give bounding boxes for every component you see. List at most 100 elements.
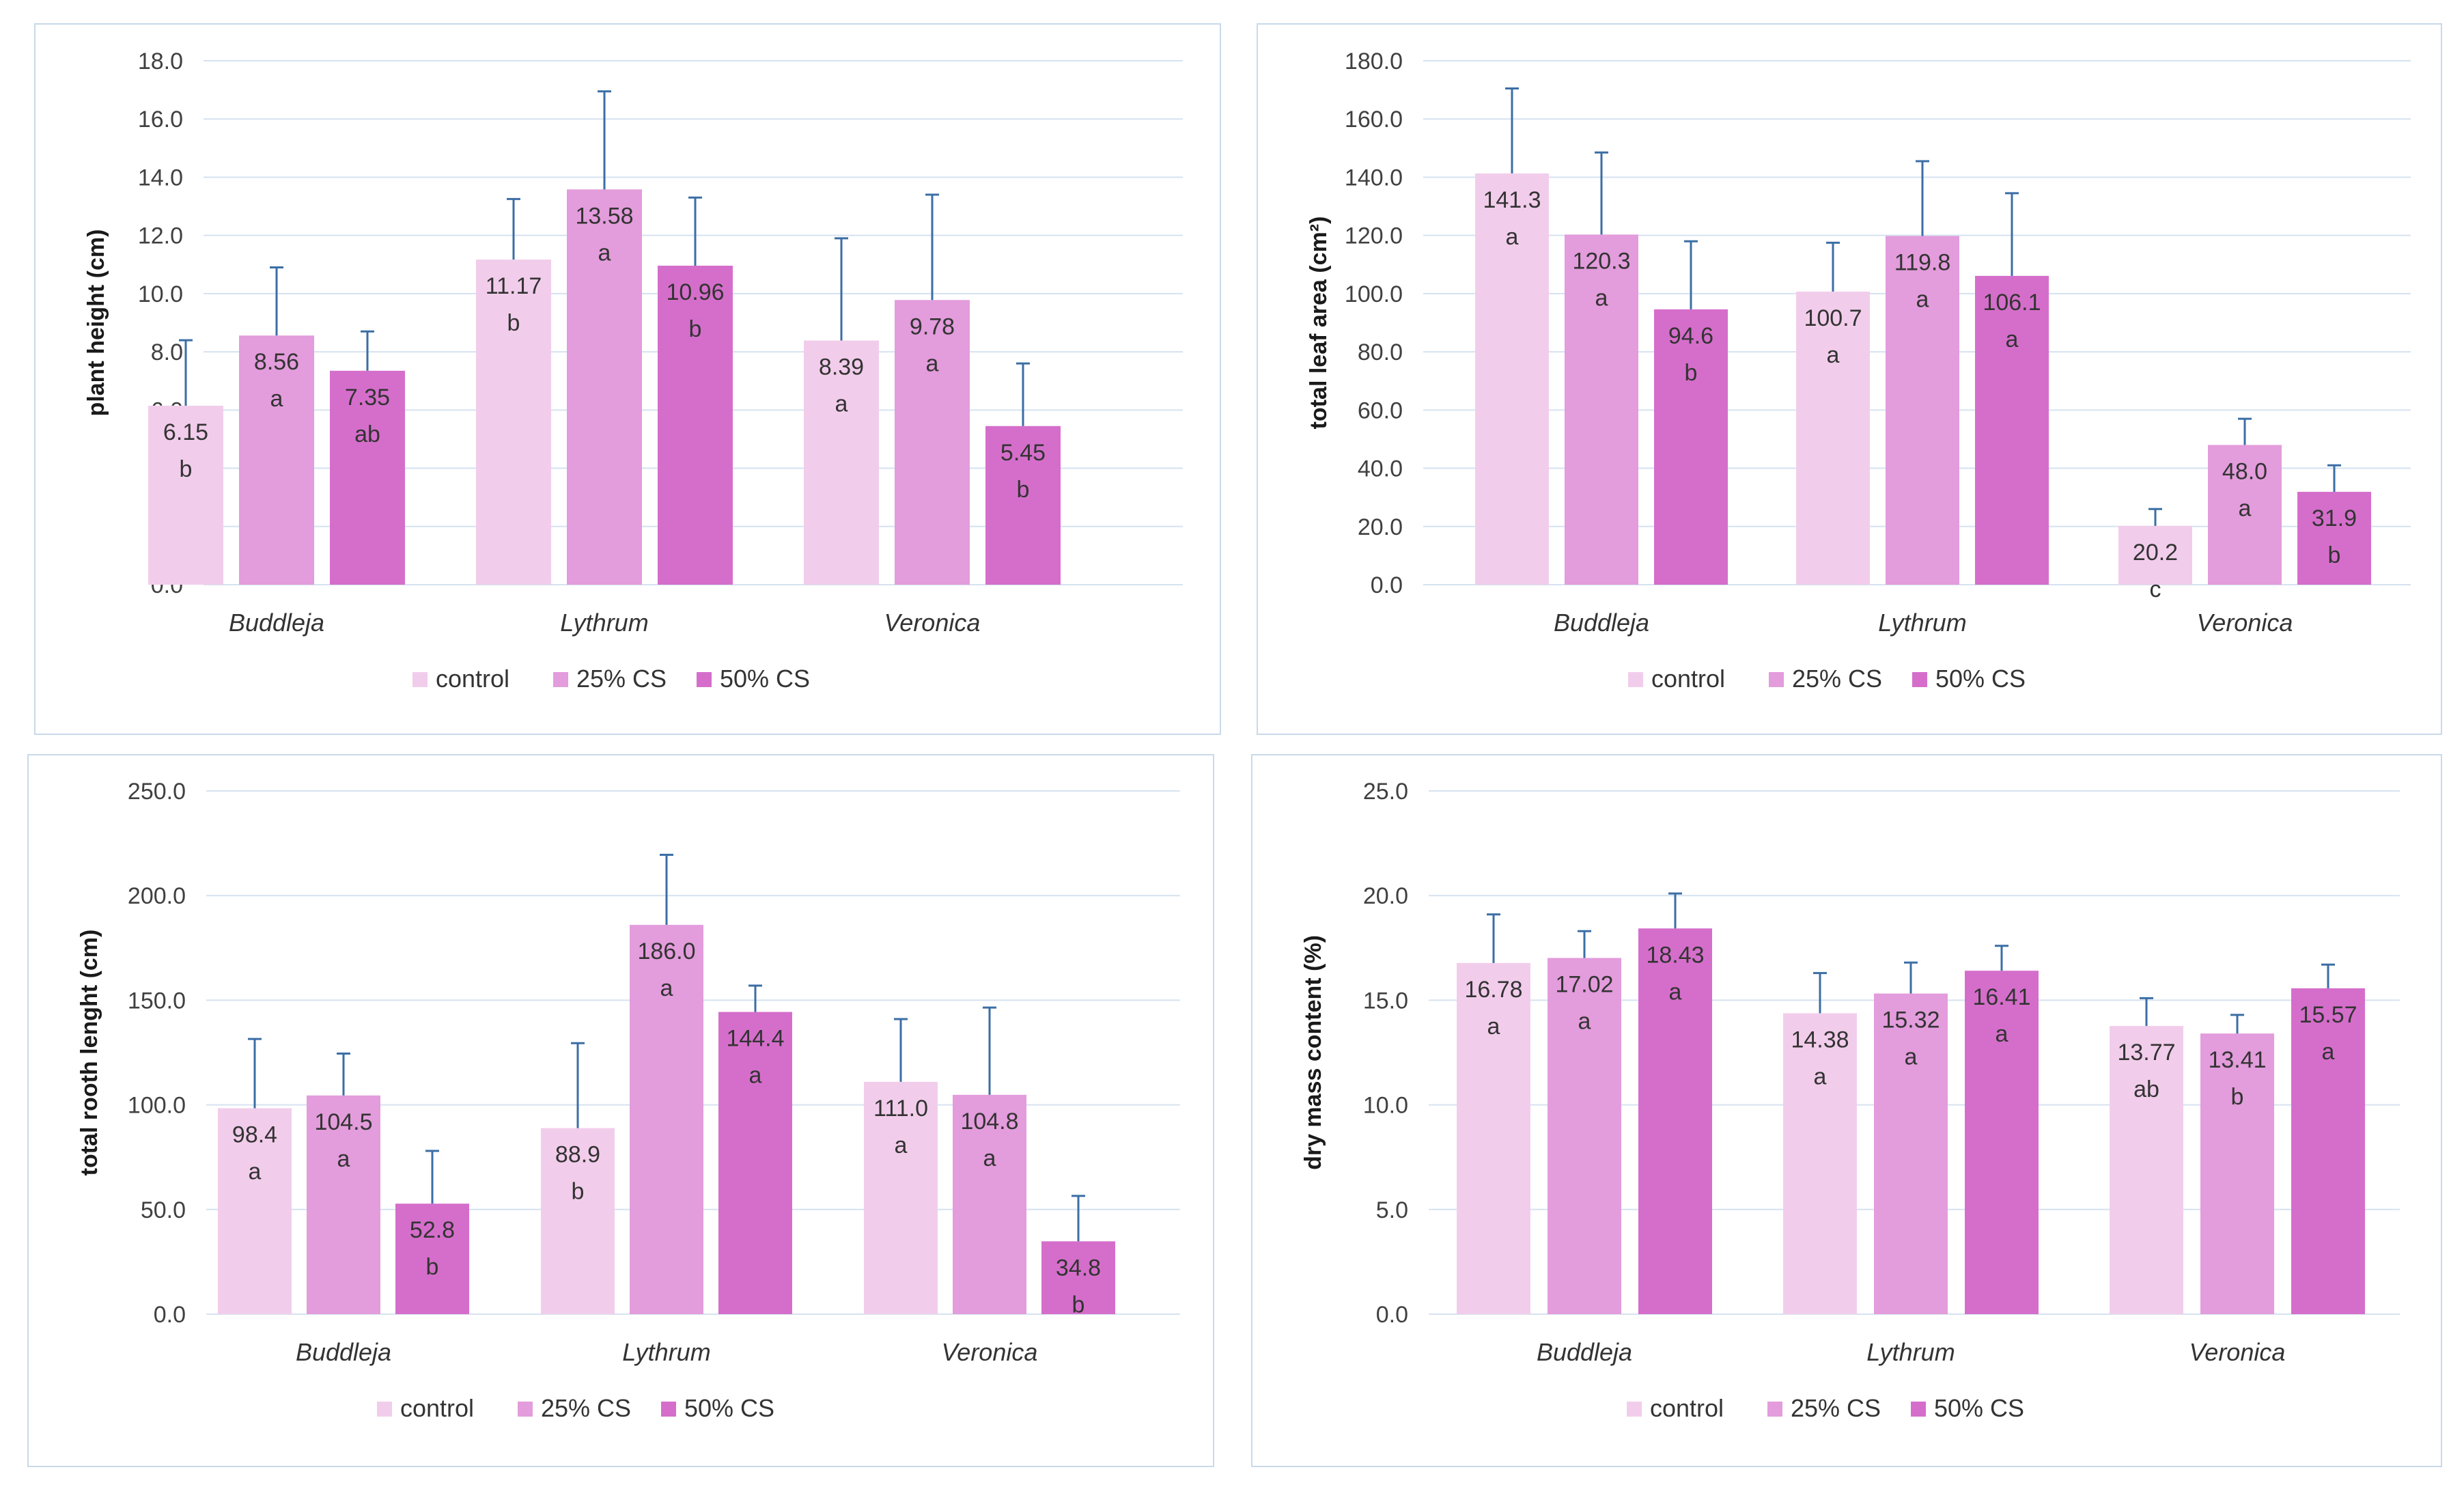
data-label: 120.3 — [1572, 248, 1630, 274]
y-tick-label: 40.0 — [1358, 456, 1403, 482]
y-tick-label: 20.0 — [1363, 883, 1408, 909]
bar — [1975, 275, 2049, 585]
significance-letter: b — [426, 1254, 439, 1280]
data-label: 16.41 — [1972, 984, 2030, 1010]
bar — [658, 265, 733, 585]
legend-swatch — [377, 1402, 392, 1417]
data-label: 111.0 — [873, 1096, 928, 1122]
y-tick-label: 16.0 — [138, 107, 183, 133]
legend-label: control — [436, 665, 509, 693]
legend-label: 25% CS — [1791, 1394, 1881, 1422]
legend-label: 25% CS — [1792, 665, 1882, 693]
legend-swatch — [697, 672, 712, 687]
data-label: 34.8 — [1056, 1255, 1101, 1281]
y-tick-label: 10.0 — [138, 281, 183, 307]
bar — [718, 1012, 792, 1314]
data-label: 6.15 — [163, 419, 208, 445]
y-tick-label: 180.0 — [1345, 48, 1403, 74]
legend-label: 50% CS — [720, 665, 810, 693]
legend-swatch — [412, 672, 428, 687]
bar — [541, 1128, 615, 1314]
y-tick-label: 25.0 — [1363, 779, 1408, 805]
data-label: 104.5 — [314, 1109, 372, 1135]
legend-label: control — [400, 1394, 474, 1422]
y-tick-label: 15.0 — [1363, 988, 1408, 1014]
significance-letter: a — [1905, 1044, 1918, 1070]
data-label: 11.17 — [486, 273, 542, 299]
significance-letter: b — [1072, 1292, 1085, 1318]
significance-letter: b — [2231, 1084, 2244, 1110]
legend-swatch — [661, 1402, 676, 1417]
data-label: 98.4 — [232, 1122, 277, 1148]
significance-letter: a — [337, 1146, 350, 1172]
y-tick-label: 5.0 — [1376, 1197, 1408, 1223]
bar — [2200, 1033, 2274, 1314]
y-tick-label: 250.0 — [128, 779, 186, 805]
significance-letter: b — [572, 1179, 585, 1205]
legend-swatch — [1767, 1402, 1782, 1417]
bar — [1638, 928, 1712, 1314]
data-label: 100.7 — [1804, 305, 1862, 331]
y-tick-label: 50.0 — [141, 1197, 186, 1223]
bar — [630, 925, 703, 1314]
bar — [804, 340, 879, 585]
legend-swatch — [1911, 1402, 1926, 1417]
data-label: 119.8 — [1894, 250, 1951, 276]
data-label: 144.4 — [726, 1026, 784, 1052]
data-label: 88.9 — [555, 1142, 600, 1168]
bar — [395, 1203, 469, 1314]
data-label: 106.1 — [1983, 290, 2041, 316]
data-label: 48.0 — [2222, 458, 2267, 484]
bar — [567, 189, 642, 585]
y-axis-title: total rooth lenght (cm) — [76, 930, 102, 1176]
bar — [1783, 1013, 1857, 1314]
data-label: 18.43 — [1646, 942, 1704, 968]
significance-letter: a — [749, 1063, 762, 1089]
x-category-label: Lythrum — [560, 609, 648, 637]
data-label: 9.78 — [910, 314, 955, 339]
y-tick-label: 100.0 — [1345, 281, 1403, 307]
legend-label: control — [1650, 1394, 1724, 1422]
legend-swatch — [553, 672, 568, 687]
bar — [1796, 291, 1870, 585]
legend-swatch — [1628, 672, 1643, 687]
data-label: 15.57 — [2299, 1002, 2357, 1028]
y-tick-label: 10.0 — [1363, 1093, 1408, 1119]
y-tick-label: 18.0 — [138, 48, 183, 74]
legend-swatch — [1627, 1402, 1642, 1417]
x-category-label: Veronica — [884, 609, 981, 637]
bar — [985, 426, 1061, 585]
data-label: 15.32 — [1881, 1007, 1940, 1033]
bar — [2118, 525, 2192, 585]
significance-letter: a — [1996, 1021, 2008, 1047]
significance-letter: b — [180, 456, 193, 482]
x-category-label: Lythrum — [1878, 609, 1966, 637]
significance-letter: a — [660, 975, 673, 1001]
data-label: 13.41 — [2208, 1047, 2266, 1073]
significance-letter: ab — [354, 421, 380, 447]
significance-letter: a — [2239, 495, 2252, 521]
data-label: 10.96 — [666, 279, 724, 305]
y-tick-label: 120.0 — [1345, 223, 1403, 249]
y-tick-label: 20.0 — [1358, 514, 1403, 540]
bar — [1965, 971, 2039, 1314]
legend-label: 50% CS — [1935, 665, 2026, 693]
y-tick-label: 80.0 — [1358, 339, 1403, 365]
bar — [2208, 445, 2282, 585]
significance-letter: a — [2006, 326, 2019, 352]
x-category-label: Buddleja — [296, 1338, 391, 1366]
significance-letter: a — [895, 1132, 908, 1158]
data-label: 14.38 — [1791, 1027, 1849, 1053]
significance-letter: a — [270, 386, 283, 412]
data-label: 5.45 — [1000, 440, 1046, 466]
x-category-label: Buddleja — [1554, 609, 1649, 637]
data-label: 8.56 — [254, 349, 299, 375]
bar — [307, 1095, 380, 1314]
y-tick-label: 160.0 — [1345, 107, 1403, 133]
significance-letter: a — [835, 391, 848, 417]
data-label: 52.8 — [410, 1217, 455, 1243]
data-label: 104.8 — [960, 1109, 1018, 1135]
y-tick-label: 0.0 — [154, 1302, 186, 1328]
significance-letter: a — [1916, 287, 1929, 313]
bar — [2110, 1026, 2183, 1314]
